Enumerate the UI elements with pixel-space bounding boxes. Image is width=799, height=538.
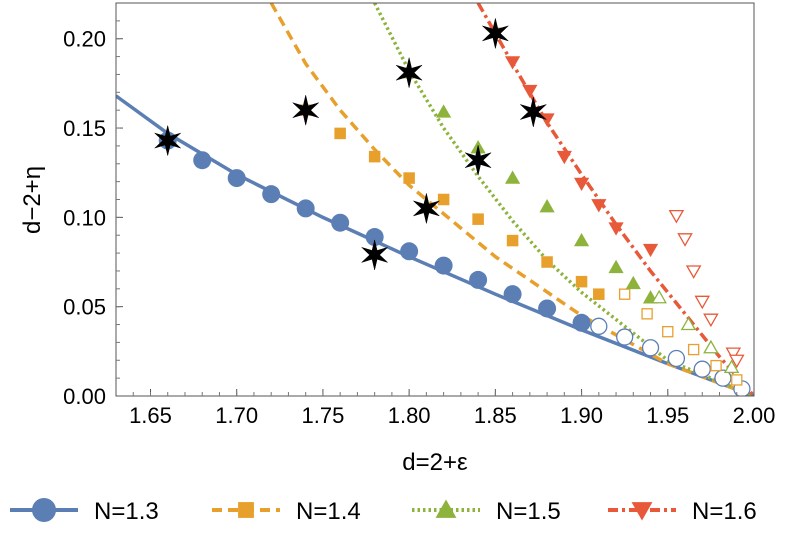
- star-point: [292, 95, 319, 126]
- data-point: [631, 502, 653, 521]
- data-point: [472, 213, 484, 225]
- data-point: [694, 295, 711, 310]
- data-point: [668, 209, 685, 224]
- data-point: [437, 193, 450, 206]
- data-point: [703, 339, 719, 354]
- data-point: [522, 84, 538, 99]
- x-tick-label: 1.95: [646, 403, 689, 428]
- series-points: [158, 27, 751, 396]
- series-curve: [269, 3, 754, 396]
- data-point: [227, 169, 246, 188]
- data-point: [608, 259, 624, 274]
- data-point: [593, 288, 605, 300]
- legend-label: N=1.3: [94, 498, 159, 525]
- x-tick-label: 2.00: [733, 403, 776, 428]
- data-point: [677, 233, 693, 247]
- data-point: [573, 232, 590, 247]
- data-point: [703, 313, 719, 328]
- data-point: [365, 228, 384, 247]
- y-axis: 0.00 0.05 0.10 0.15 0.20: [63, 20, 123, 409]
- data-point: [710, 359, 722, 372]
- plot-frame: [115, 2, 755, 397]
- y-tick-label: 0.15: [63, 116, 106, 141]
- y-tick-label: 0.05: [63, 295, 106, 320]
- data-point: [687, 343, 700, 356]
- x-tick-label: 1.85: [474, 403, 517, 428]
- data-point: [575, 275, 588, 288]
- data-point: [641, 339, 660, 357]
- data-point: [731, 374, 743, 386]
- legend-label: N=1.4: [296, 498, 361, 525]
- star-point: [154, 125, 181, 156]
- y-tick-label: 0.20: [63, 27, 106, 52]
- data-point: [556, 150, 572, 165]
- data-point: [725, 347, 742, 362]
- star-markers: [154, 18, 547, 270]
- data-point: [608, 222, 624, 236]
- data-point: [435, 499, 457, 518]
- data-point: [616, 328, 634, 346]
- star-point: [464, 145, 492, 176]
- star-point: [482, 18, 509, 49]
- data-point: [538, 299, 557, 318]
- data-point: [662, 326, 674, 338]
- data-point: [469, 270, 488, 289]
- data-point: [334, 127, 346, 140]
- data-point: [572, 313, 591, 332]
- data-point: [403, 172, 415, 184]
- data-point: [685, 265, 702, 279]
- x-tick-label: 1.75: [302, 403, 345, 428]
- data-point: [590, 317, 608, 335]
- data-point: [368, 150, 381, 163]
- series-curves: [116, 3, 754, 396]
- data-point: [400, 242, 419, 261]
- data-point: [680, 316, 697, 331]
- data-point: [625, 275, 641, 290]
- star-point: [395, 57, 423, 88]
- legend: N=1.3 N=1.4 N=1.5 N=1.6: [10, 498, 757, 525]
- data-point: [436, 104, 452, 118]
- y-tick-label: 0.00: [63, 384, 106, 409]
- data-point: [331, 213, 350, 232]
- data-point: [262, 185, 281, 204]
- x-tick-label: 1.90: [560, 403, 603, 428]
- data-point: [193, 151, 212, 170]
- x-tick-label: 1.65: [129, 403, 172, 428]
- data-point: [591, 199, 607, 213]
- data-point: [651, 289, 667, 304]
- star-point: [361, 239, 388, 270]
- x-tick-label: 1.80: [388, 403, 431, 428]
- data-point: [714, 369, 732, 387]
- data-point: [539, 199, 555, 213]
- data-point: [667, 349, 686, 368]
- data-point: [504, 170, 521, 184]
- data-point: [693, 360, 711, 378]
- star-point: [413, 193, 440, 224]
- data-point: [541, 256, 553, 268]
- data-point: [504, 56, 521, 70]
- data-point: [642, 243, 659, 258]
- y-axis-title: d−2+η: [19, 166, 46, 234]
- data-point: [618, 288, 631, 300]
- data-point: [238, 502, 254, 518]
- data-point: [506, 234, 519, 247]
- x-axis: 1.65 1.70 1.75 1.80 1.85 1.90 1.95 2.00: [129, 389, 775, 428]
- data-point: [434, 256, 453, 275]
- legend-label: N=1.6: [692, 498, 757, 525]
- data-point: [503, 285, 522, 304]
- x-axis-title: d=2+ε: [402, 449, 468, 476]
- data-point: [296, 199, 315, 218]
- data-point: [573, 177, 590, 192]
- legend-label: N=1.5: [496, 498, 561, 525]
- data-point: [723, 359, 740, 374]
- data-point: [32, 498, 56, 522]
- star-point: [520, 96, 547, 128]
- x-tick-label: 1.70: [215, 403, 258, 428]
- series-curve: [373, 3, 754, 396]
- data-point: [641, 308, 653, 320]
- y-tick-label: 0.10: [63, 205, 106, 230]
- data-point: [728, 354, 745, 369]
